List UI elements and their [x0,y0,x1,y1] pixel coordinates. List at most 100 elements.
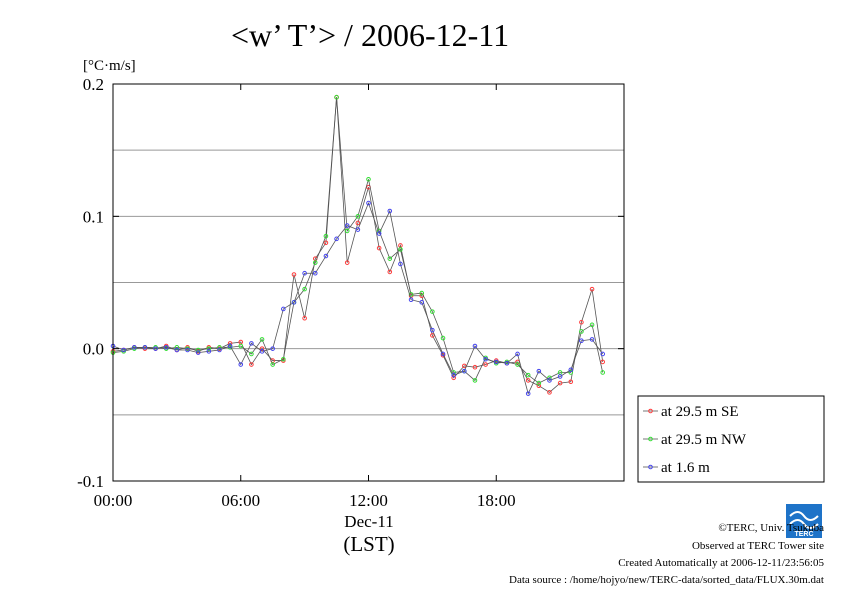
series-point [525,391,531,396]
footer-observed: Observed at TERC Tower site [691,540,824,552]
series-point [387,208,393,214]
series-point [281,356,286,362]
legend-marker [648,408,653,414]
series-point [557,374,563,379]
series-point [302,315,307,321]
series-point [142,345,148,350]
series-point [174,345,180,350]
series-point [472,364,478,370]
series-point [408,297,414,303]
series-point [238,362,244,367]
series-point [579,338,584,344]
series-point [323,240,329,246]
y-axis-label: [°C·m/s] [83,58,136,74]
series-point [515,362,520,367]
series-point [430,309,435,314]
axis-ticks: -0.1 0.0 0.1 0.2 00:00 06:00 12:00 18:00 [77,75,624,510]
series-point [344,223,350,228]
series-point [302,270,307,276]
series-point [227,343,233,349]
x-tick-label: 00:00 [94,491,133,510]
series-point [355,220,361,226]
series-point [217,347,222,353]
series-point [185,347,190,353]
series-point [430,333,435,338]
series-point [249,362,254,367]
series-point [557,380,563,386]
series-point [600,351,606,357]
series-point [568,379,574,385]
legend-marker [648,464,653,470]
series-point [579,329,584,334]
series-point [323,233,329,239]
series-point [323,253,329,259]
series-point [483,362,488,367]
legend-label: at 29.5 m NW [661,432,747,448]
legend: at 29.5 m SE at 29.5 m NW at 1.6 m [637,395,825,483]
chart-title: <w’ T’> / 2006-12-11 [231,17,509,53]
series-point [579,319,584,325]
series-point [536,380,542,386]
series-point [121,347,126,353]
series-point [259,346,265,351]
series-point [419,300,425,305]
series-line [112,97,604,384]
y-tick-label: 0.1 [83,207,104,226]
series-line [112,201,604,395]
series-point [163,345,169,350]
series-point [547,375,552,381]
series-point [355,227,361,232]
series-point [472,343,478,349]
series-point [281,306,286,312]
legend-box [637,395,825,483]
series-point [430,327,435,333]
series-point [174,347,180,353]
series-point [536,383,542,389]
series-point [568,367,574,373]
series-point [355,214,361,219]
gridlines [113,149,624,416]
x-axis-date-label: Dec-11 [344,512,393,531]
series-point [270,362,275,367]
series-point [547,390,552,395]
legend-label: at 1.6 m [661,460,710,476]
series-point [398,247,403,252]
series-point [387,256,393,261]
series-point [525,378,531,383]
footer-source: Data source : /home/hojyo/new/TERC-data/… [509,574,824,586]
series-point [344,260,350,265]
series-point [398,261,403,267]
series-point [536,368,542,374]
series-point [440,335,446,341]
series-point [451,372,456,378]
footer-created: Created Automatically at 2006-12-11/23:5… [618,557,824,569]
series-point [600,359,606,365]
series-point [153,346,158,351]
series-point [206,349,212,354]
series-point [302,286,307,292]
series-point [291,272,297,277]
series-point [334,236,339,242]
x-tick-label: 12:00 [349,491,388,510]
series-point [419,290,425,296]
series-point [440,351,446,357]
legend-marker [648,436,653,442]
series-point [568,370,574,375]
series-point [387,269,393,275]
series-point [291,300,297,305]
series-point [376,231,382,236]
series-point [600,370,606,375]
series-point [259,349,265,354]
series-point [249,351,254,357]
y-tick-label: 0.2 [83,75,104,94]
series-point [589,322,595,328]
series-point [238,343,244,349]
y-tick-label: 0.0 [83,340,104,359]
series-point [472,378,478,383]
series-point [270,346,275,351]
series-point [312,260,318,265]
series-point [195,350,201,355]
x-tick-label: 06:00 [221,491,260,510]
series-point [131,345,137,350]
